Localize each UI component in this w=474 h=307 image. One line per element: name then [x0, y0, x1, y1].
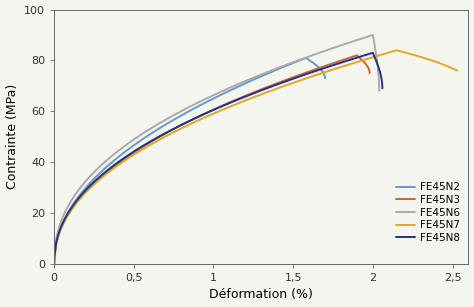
Line: FE45N7: FE45N7 — [54, 50, 457, 264]
FE45N6 — [61, 213, 66, 217]
FE45N8 — [370, 51, 376, 55]
FE45N7 — [388, 50, 394, 54]
FE45N6 — [223, 88, 228, 91]
FE45N7 — [394, 49, 400, 52]
FE45N2 — [273, 68, 278, 72]
FE45N8 — [380, 87, 385, 90]
FE45N8 — [61, 219, 66, 223]
FE45N3 — [354, 53, 360, 57]
FE45N8 — [223, 103, 228, 107]
FE45N7 — [51, 262, 57, 266]
FE45N2 — [51, 262, 57, 266]
FE45N6 — [374, 62, 380, 65]
Line: FE45N8: FE45N8 — [54, 53, 383, 264]
FE45N2 — [268, 71, 273, 74]
FE45N6 — [376, 89, 382, 93]
FE45N6 — [51, 262, 57, 266]
FE45N3 — [257, 88, 263, 92]
Line: FE45N3: FE45N3 — [54, 55, 370, 264]
FE45N7 — [101, 174, 107, 178]
FE45N3 — [152, 138, 158, 141]
FE45N7 — [311, 74, 317, 77]
FE45N2 — [280, 66, 285, 69]
FE45N7 — [224, 106, 229, 110]
FE45N7 — [455, 69, 460, 72]
Line: FE45N2: FE45N2 — [54, 58, 325, 264]
FE45N2 — [290, 61, 295, 65]
FE45N3 — [365, 65, 371, 69]
FE45N2 — [114, 156, 119, 160]
FE45N7 — [412, 53, 418, 57]
FE45N6 — [202, 97, 208, 101]
FE45N6 — [370, 33, 376, 37]
FE45N6 — [166, 116, 172, 119]
FE45N3 — [65, 214, 71, 217]
FE45N6 — [323, 49, 328, 52]
X-axis label: Déformation (%): Déformation (%) — [210, 289, 313, 301]
FE45N3 — [367, 71, 373, 75]
FE45N8 — [202, 112, 208, 115]
Legend: FE45N2, FE45N3, FE45N6, FE45N7, FE45N8: FE45N2, FE45N3, FE45N6, FE45N7, FE45N8 — [393, 179, 463, 246]
FE45N3 — [51, 262, 57, 266]
Y-axis label: Contrainte (MPa): Contrainte (MPa) — [6, 84, 18, 189]
FE45N3 — [297, 73, 303, 77]
FE45N8 — [377, 69, 383, 73]
FE45N2 — [322, 76, 328, 80]
FE45N2 — [303, 56, 309, 60]
Line: FE45N6: FE45N6 — [54, 35, 379, 264]
FE45N8 — [51, 262, 57, 266]
FE45N3 — [358, 57, 364, 61]
FE45N8 — [166, 129, 172, 133]
FE45N2 — [225, 89, 231, 93]
FE45N7 — [453, 68, 459, 72]
FE45N8 — [323, 66, 328, 69]
